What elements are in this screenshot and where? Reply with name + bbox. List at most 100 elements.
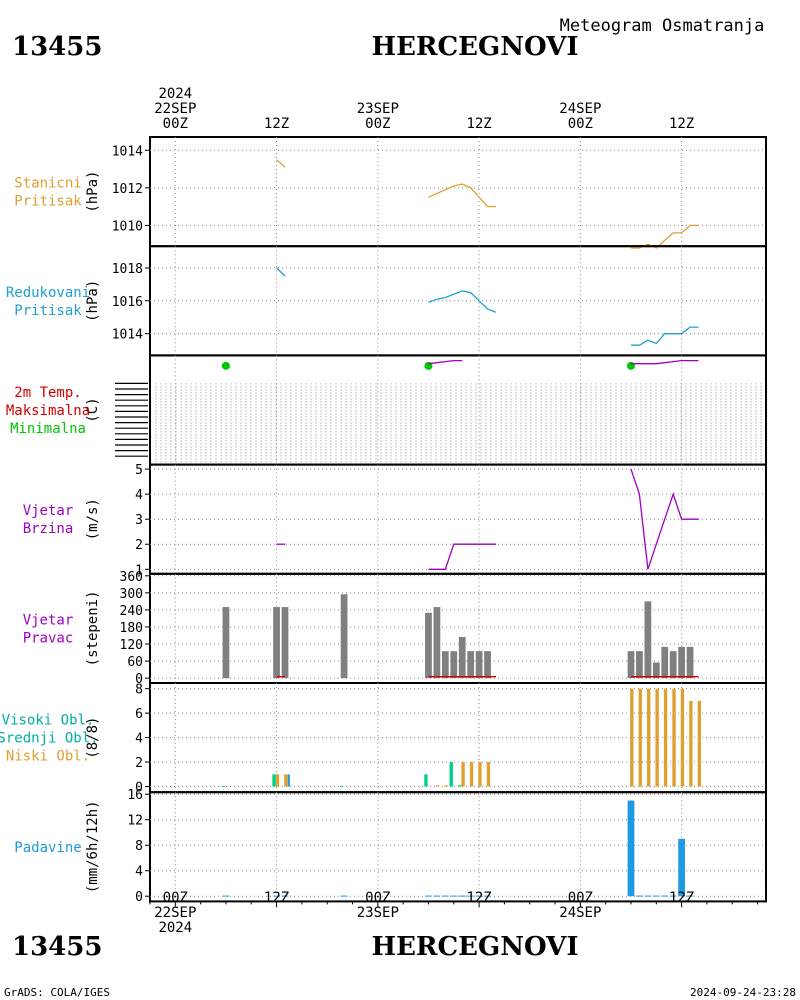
- series-bar: [467, 895, 475, 897]
- series-bar: [627, 651, 635, 679]
- series-bar: [281, 895, 289, 897]
- series-bar: [273, 607, 280, 679]
- top-time-label: 23SEP: [357, 101, 399, 117]
- bottom-time-label: 22SEP: [154, 905, 196, 921]
- series-bar: [661, 646, 669, 679]
- header: 13455 HERCEGNOVI Meteogram Osmatranja: [12, 16, 764, 62]
- series-line: [276, 267, 286, 277]
- bottom-time-label: 00Z: [163, 890, 188, 906]
- series-bar: [436, 785, 440, 787]
- series-bar: [647, 688, 651, 787]
- series-line: [631, 359, 699, 365]
- series-bar: [458, 785, 462, 787]
- series-bar: [627, 800, 635, 897]
- panel-unit-label: (8/8): [85, 717, 101, 759]
- y-tick-label: 0: [135, 890, 143, 905]
- series-bar: [441, 651, 449, 679]
- panel-label: Maksimalna: [6, 403, 90, 419]
- series-bar: [425, 612, 432, 679]
- series-bar: [467, 651, 475, 679]
- bottom-time-label: 00Z: [568, 890, 593, 906]
- series-bar: [484, 895, 491, 897]
- series-bar: [340, 594, 348, 679]
- series-bar: [663, 688, 668, 787]
- series-bar: [458, 895, 466, 897]
- series-bar: [644, 601, 652, 679]
- panel-reduced-pressure: 1014 1016 1018 (hPa)Redukovani Pritisak: [6, 245, 767, 357]
- top-time-label: 2024: [158, 86, 192, 102]
- series-bar: [441, 895, 449, 897]
- bottom-time-label: 2024: [158, 920, 192, 936]
- footer-credit: GrADS: COLA/IGES: [4, 986, 110, 999]
- panel-label: Minimalna: [10, 421, 86, 437]
- series-bar: [697, 700, 702, 787]
- y-tick-label: 12: [127, 814, 143, 829]
- bottom-time-label: 12Z: [264, 890, 289, 906]
- series-bar: [222, 607, 230, 679]
- panel-temperature: (C)2m Temp. Maksimalna Minimalna: [6, 354, 767, 466]
- bottom-time-label: 12Z: [669, 890, 694, 906]
- panel-label: Stanicni: [14, 176, 81, 192]
- y-tick-label: 3: [135, 513, 143, 528]
- panel-label: Visoki Obl.: [2, 713, 95, 729]
- y-tick-label: 2: [135, 538, 143, 553]
- series-bar: [655, 688, 659, 787]
- series-bar: [425, 895, 432, 897]
- series-bar: [678, 838, 685, 897]
- series-bar: [661, 895, 669, 897]
- panel-unit-label: (hPa): [85, 280, 101, 322]
- panel-station-pressure: 1010 1012 1014 (hPa)Stanicni Pritisak: [14, 136, 767, 249]
- series-bar: [450, 895, 458, 897]
- bottom-time-label: 00Z: [365, 890, 390, 906]
- series-bar: [339, 785, 344, 787]
- bottom-time-label: 12Z: [466, 890, 491, 906]
- y-tick-label: 1014: [112, 328, 143, 343]
- series-bar: [486, 762, 491, 787]
- panel-label: Srednji Obl.: [0, 731, 99, 747]
- bottom-time-label: 24SEP: [559, 905, 601, 921]
- panel-label: Vjetar: [23, 612, 74, 628]
- series-bar: [669, 895, 677, 897]
- series-bar: [450, 651, 458, 679]
- series-bar: [636, 651, 643, 679]
- series-bar: [340, 895, 348, 897]
- top-time-label: 22SEP: [154, 101, 196, 117]
- header-station-name: HERCEGNOVI: [372, 32, 579, 62]
- panel-cloud-cover: 0 2 4 6 8 (8/8)Visoki Obl. Srednji Obl. Niski O…: [0, 682, 767, 796]
- y-tick-label: 4: [135, 732, 143, 747]
- y-tick-label: 300: [120, 587, 143, 602]
- panel-unit-label: (stepeni): [85, 590, 101, 666]
- series-bar: [475, 895, 483, 897]
- top-time-label: 12Z: [669, 116, 694, 132]
- panel-label: Padavine: [14, 840, 81, 856]
- series-bar: [461, 762, 465, 787]
- series-dot: [221, 361, 230, 370]
- panel-label: 2m Temp.: [14, 385, 81, 401]
- series-bar: [484, 651, 491, 679]
- series-bar: [284, 774, 288, 787]
- y-tick-label: 1: [135, 563, 143, 578]
- y-tick-label: 1014: [112, 144, 143, 159]
- top-time-label: 12Z: [466, 116, 491, 132]
- top-time-label: 12Z: [264, 116, 289, 132]
- footer-station-name: HERCEGNOVI: [372, 932, 579, 962]
- top-time-label: 00Z: [568, 116, 593, 132]
- series-bar: [273, 895, 280, 897]
- series-line: [276, 159, 286, 168]
- series-bar: [644, 895, 652, 897]
- series-bar: [669, 651, 677, 679]
- y-tick-label: 1010: [112, 219, 143, 234]
- series-line: [428, 290, 497, 313]
- y-tick-label: 5: [135, 463, 143, 478]
- panel-frame: [149, 791, 767, 903]
- series-bar: [221, 785, 226, 787]
- series-bar: [686, 895, 694, 897]
- y-tick-label: 60: [127, 655, 143, 670]
- panel-wind-speed: 1 2 3 4 5 (m/s) Vjetar Brzina: [23, 463, 767, 578]
- header-station-id: 13455: [12, 32, 102, 62]
- series-bar: [424, 774, 428, 787]
- series-line: [428, 543, 496, 570]
- y-tick-label: 1012: [112, 182, 143, 197]
